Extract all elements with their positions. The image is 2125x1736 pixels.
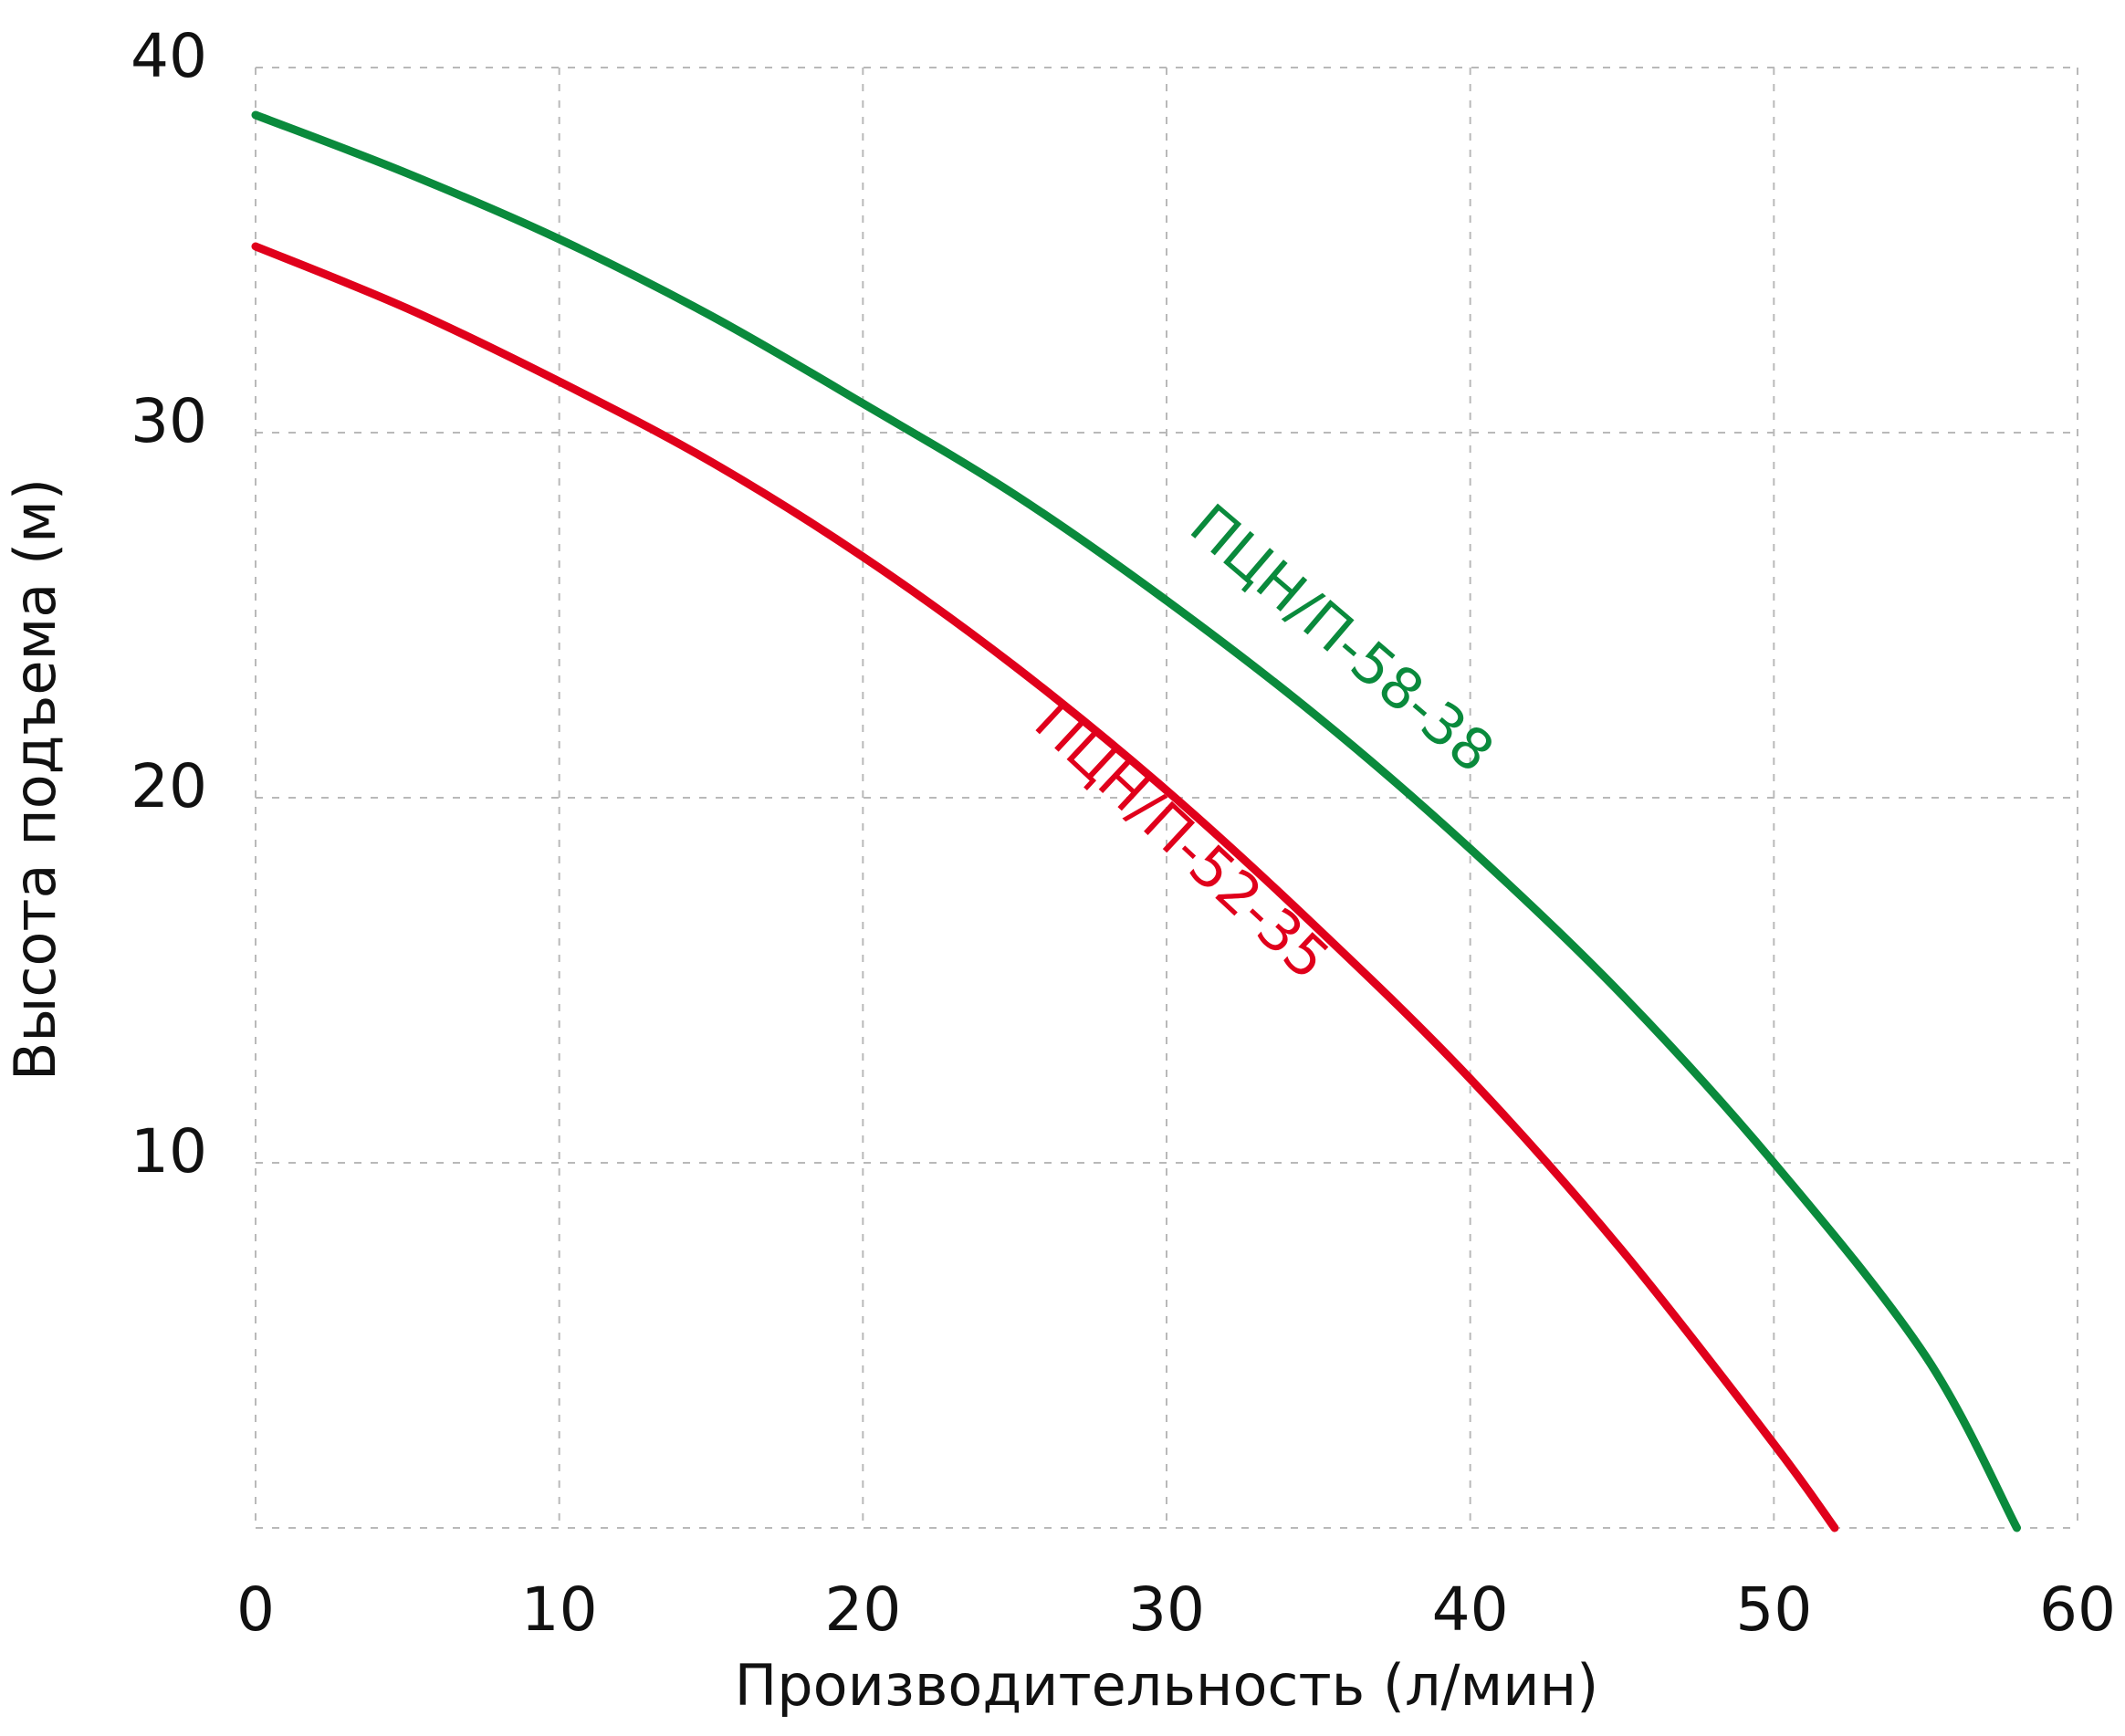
grid [255,67,2078,1529]
y-tick-label-2: 30 [131,386,207,456]
x-tick-label-3: 30 [1128,1574,1205,1645]
x-tick-label-4: 40 [1432,1574,1509,1645]
series-lines [251,110,2021,1532]
y-tick-label-1: 20 [131,751,207,821]
y-tick-label-0: 10 [131,1116,207,1187]
x-tick-label-0: 0 [236,1574,275,1645]
x-tick-label-5: 50 [1735,1574,1812,1645]
y-axis-label: Высота подъема (м) [2,478,68,1081]
x-axis-label: Производительность (л/мин) [735,1652,1599,1719]
tick-labels: 0 10 20 30 40 50 60 10 20 30 40 [131,21,2116,1645]
series-label-1: ПЦН/П-52-35 [1022,688,1343,993]
x-tick-label-2: 20 [824,1574,901,1645]
series-line-0 [251,110,2021,1532]
x-tick-label-6: 60 [2039,1574,2116,1645]
series-line-1 [251,242,1839,1532]
y-tick-label-3: 40 [131,21,207,91]
x-tick-label-1: 10 [521,1574,598,1645]
